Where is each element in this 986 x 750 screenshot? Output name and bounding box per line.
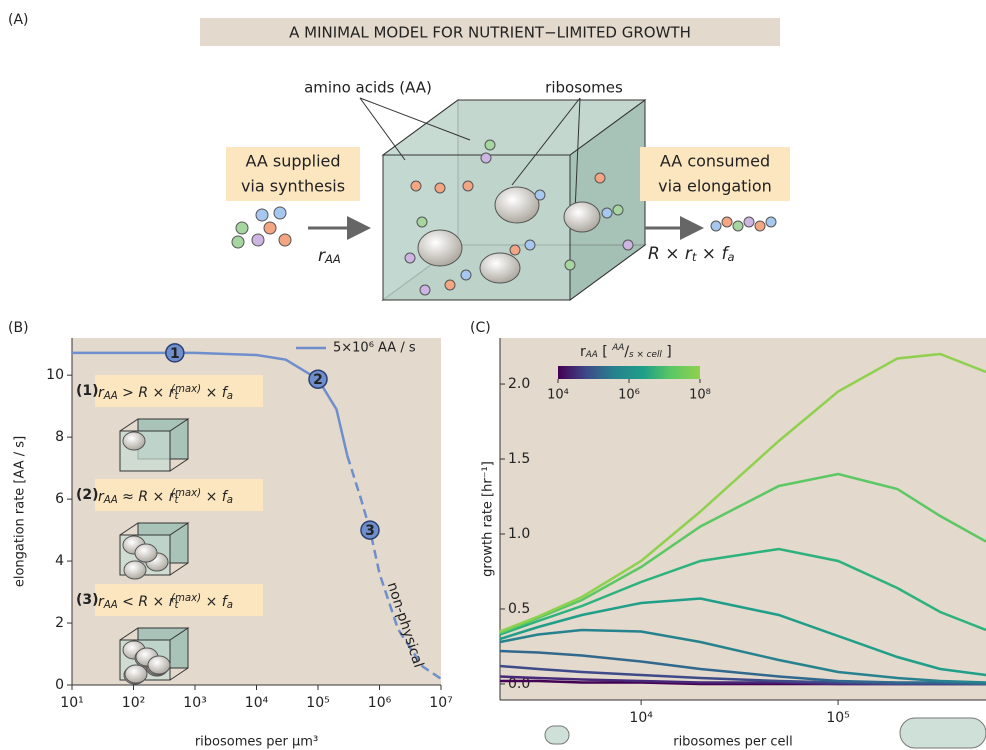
- y-tick-label: 2.0: [508, 376, 530, 392]
- text-part: a: [227, 600, 233, 611]
- ribosome-icon: [124, 561, 146, 579]
- x-tick-label: 10⁷: [429, 695, 452, 711]
- supply-text: via synthesis: [241, 177, 345, 196]
- text-part: × f: [201, 489, 229, 505]
- peptide: [711, 217, 776, 231]
- colorbar-tick-label: 10⁴: [547, 388, 569, 403]
- text-part: × f: [201, 385, 229, 401]
- panel-label: (B): [8, 320, 29, 336]
- text-part: AA: [324, 252, 341, 266]
- y-tick-label: 2: [55, 615, 64, 631]
- y-tick-label: 1.5: [508, 451, 530, 467]
- y-tick-label: 0.5: [508, 601, 530, 617]
- consume-rate: R × rt × fa: [648, 244, 735, 264]
- text-part: AA: [611, 343, 624, 353]
- supply-text: AA supplied: [245, 152, 340, 171]
- condition-formula: rAA > R × rt(max) × fa: [98, 384, 233, 403]
- cell-icon: [545, 726, 569, 744]
- x-tick-label: 10⁶: [368, 695, 392, 711]
- free-amino-acids: [232, 207, 291, 248]
- text-part: × f: [696, 244, 730, 264]
- plot-area: [500, 338, 986, 700]
- text-part: ≈ R × r: [118, 489, 176, 505]
- y-tick-label: 8: [55, 429, 64, 445]
- text-part: a: [727, 250, 734, 264]
- text-part: s × cell: [629, 350, 662, 360]
- text-part: AA: [585, 350, 598, 360]
- panel-label: (A): [8, 12, 29, 28]
- y-tick-label: 6: [55, 491, 64, 507]
- text-part: > R × r: [118, 385, 176, 401]
- x-tick-label: 10⁴: [245, 695, 269, 711]
- x-tick-label: 10²: [122, 695, 145, 711]
- y-tick-label: 4: [55, 553, 64, 569]
- text-part: [: [598, 344, 612, 360]
- panel-label: (C): [470, 320, 491, 336]
- marker-label: 2: [313, 372, 323, 388]
- x-tick-label: 10³: [183, 695, 206, 711]
- legend-label: 5×10⁶ AA / s: [333, 341, 416, 356]
- text-part: R × r: [648, 244, 693, 264]
- y-tick-label: 1.0: [508, 526, 530, 542]
- ribosome-icon: [125, 665, 147, 683]
- text-part: a: [227, 495, 233, 506]
- consume-text: AA consumed: [660, 152, 770, 171]
- figure: (A) A MINIMAL MODEL FOR NUTRIENT−LIMITED…: [0, 0, 986, 750]
- ribosome-icon: [135, 544, 157, 562]
- ribosome-icon: [123, 432, 145, 450]
- label: ribosomes: [545, 79, 623, 97]
- condition-label: (1): [76, 383, 99, 399]
- x-tick-label: 10⁵: [826, 710, 849, 726]
- consume-text: via elongation: [658, 177, 772, 196]
- colorbar-tick-label: 10⁶: [618, 388, 640, 403]
- x-axis-label: ribosomes per µm³: [195, 735, 318, 750]
- y-tick-label: 0: [55, 677, 64, 693]
- label: amino acids (AA): [304, 79, 432, 97]
- text-part: (max): [171, 593, 201, 604]
- colorbar: [558, 366, 700, 379]
- condition-formula: rAA ≈ R × rt(max) × fa: [98, 488, 233, 507]
- title: A MINIMAL MODEL FOR NUTRIENT−LIMITED GRO…: [289, 24, 691, 42]
- x-tick-label: 10⁴: [629, 710, 653, 726]
- y-axis-label: elongation rate [AA / s]: [13, 436, 28, 587]
- text-part: AA: [103, 495, 118, 506]
- x-tick-label: 10⁵: [306, 695, 329, 711]
- text-part: ]: [662, 344, 672, 360]
- y-tick-label: 10: [46, 367, 64, 383]
- y-axis-label: growth rate [hr⁻¹]: [481, 461, 496, 577]
- x-axis-label: ribosomes per cell: [673, 735, 793, 750]
- condition-label: (3): [76, 592, 99, 608]
- marker-label: 1: [170, 346, 180, 362]
- text-part: AA: [103, 600, 118, 611]
- text-part: a: [227, 391, 233, 402]
- text-part: (max): [171, 488, 201, 499]
- text-part: < R × r: [118, 594, 176, 610]
- colorbar-tick-label: 10⁸: [689, 388, 711, 403]
- x-tick-label: 10¹: [60, 695, 83, 711]
- text-part: AA: [103, 391, 118, 402]
- text-part: (max): [171, 384, 201, 395]
- supply-rate: rAA: [318, 246, 341, 266]
- marker-label: 3: [365, 523, 375, 539]
- cell-icon: [900, 718, 986, 748]
- ribosome-icon: [148, 656, 170, 674]
- text-part: × f: [201, 594, 229, 610]
- condition-formula: rAA < R × rt(max) × fa: [98, 593, 233, 612]
- condition-label: (2): [76, 487, 99, 503]
